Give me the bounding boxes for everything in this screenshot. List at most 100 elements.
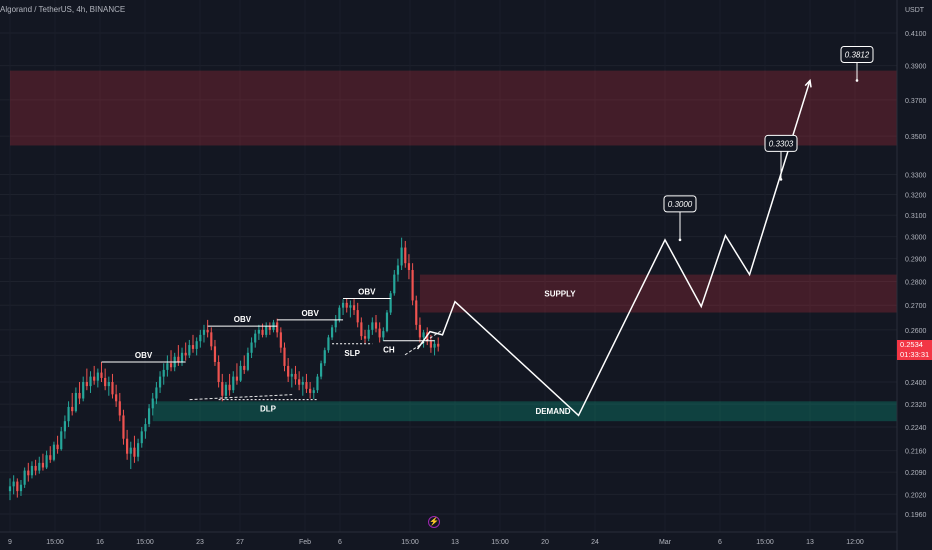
- candle-body: [418, 324, 422, 338]
- candle-body: [404, 247, 407, 264]
- candle-body: [89, 376, 92, 387]
- candle-body: [166, 363, 169, 370]
- candle-body: [360, 322, 363, 337]
- candle-body: [34, 465, 37, 471]
- candle-body: [301, 382, 304, 385]
- candle-body: [195, 341, 198, 349]
- candle-body: [115, 394, 118, 402]
- candle-body: [228, 384, 231, 391]
- candle-body: [169, 363, 173, 368]
- y-tick-label: 0.4100: [905, 31, 927, 38]
- candle-body: [137, 443, 140, 457]
- candle-body: [71, 406, 74, 412]
- candle-body: [382, 331, 385, 338]
- callout-label: 0.3000: [668, 200, 693, 209]
- callout-box: [764, 134, 798, 152]
- y-tick-label: 0.2320: [905, 402, 927, 409]
- x-tick-label: 13: [451, 539, 459, 546]
- callout-dot: [855, 79, 859, 82]
- level-label: OBV: [358, 288, 376, 297]
- candle-body: [155, 387, 158, 399]
- level-label: OBV: [135, 351, 153, 360]
- candle-body: [338, 307, 341, 320]
- candle-body: [111, 382, 114, 395]
- candle-body: [290, 373, 293, 377]
- candles-layer: [8, 237, 440, 501]
- candle-body: [49, 455, 52, 460]
- candle-body: [85, 382, 88, 387]
- y-tick-label: 0.3700: [905, 98, 927, 105]
- y-tick-label: 0.3200: [905, 193, 927, 200]
- x-tick-label: 6: [718, 539, 722, 546]
- candle-body: [27, 470, 30, 476]
- x-tick-label: 15:00: [46, 539, 64, 546]
- candle-body: [23, 470, 26, 485]
- candle-body: [221, 382, 224, 396]
- candle-body: [407, 263, 411, 271]
- callout-label: 0.3303: [769, 139, 794, 148]
- candle-body: [41, 462, 45, 468]
- annotations-layer: OBV OBV OBV OBV DLP SLP CH: [101, 288, 443, 414]
- candle-body: [129, 447, 132, 454]
- y-tick-label: 0.3100: [905, 213, 927, 220]
- candle-body: [261, 329, 264, 335]
- candle-body: [283, 347, 286, 366]
- candle-body: [327, 337, 330, 351]
- x-tick-label: 16: [96, 539, 104, 546]
- candle-body: [104, 377, 107, 387]
- candle-body: [158, 376, 162, 388]
- candle-body: [67, 406, 70, 422]
- candle-body: [298, 379, 301, 385]
- candle-body: [268, 326, 271, 330]
- candle-body: [210, 332, 213, 347]
- y-tick-label: 0.3000: [905, 235, 927, 242]
- candle-body: [426, 332, 429, 342]
- candle-body: [52, 444, 56, 460]
- level-label: CH: [383, 346, 395, 355]
- candle-body: [162, 369, 165, 377]
- candle-body: [199, 334, 202, 342]
- candle-body: [243, 365, 246, 370]
- candle-body: [56, 444, 59, 450]
- y-axis-unit: USDT: [905, 7, 925, 14]
- candle-body: [254, 333, 257, 343]
- candle-body: [305, 382, 308, 389]
- projection-path: [416, 80, 811, 417]
- y-tick-label: 0.2240: [905, 425, 927, 432]
- x-tick-label: 12:00: [846, 539, 864, 546]
- candle-body: [323, 350, 326, 364]
- callouts-layer: 0.3000 0.3303 0.3812: [663, 45, 874, 242]
- candle-body: [309, 388, 312, 393]
- candle-body: [8, 486, 12, 492]
- candle-body: [378, 328, 381, 338]
- candle-body: [411, 270, 414, 301]
- dashed-trendline: [404, 329, 443, 356]
- x-tick-label: 15:00: [756, 539, 774, 546]
- x-tick-label: 15:00: [491, 539, 509, 546]
- candle-body: [180, 352, 184, 362]
- candle-body: [312, 390, 315, 393]
- candle-body: [287, 365, 290, 377]
- candle-body: [202, 329, 206, 335]
- candle-body: [257, 329, 260, 334]
- candle-body: [82, 382, 85, 399]
- current-price-badge: 0.2534 01:33:31: [897, 340, 932, 360]
- candle-body: [265, 326, 268, 335]
- candle-body: [188, 345, 191, 356]
- candle-body: [38, 462, 41, 471]
- callout-dot: [678, 238, 682, 242]
- zone-rect: [152, 401, 898, 422]
- candle-body: [396, 265, 400, 275]
- lightning-icon[interactable]: ⚡: [428, 516, 440, 528]
- zone-rect: [10, 70, 897, 146]
- level-label: DLP: [260, 405, 277, 414]
- candle-body: [429, 341, 432, 348]
- candle-body: [400, 247, 403, 266]
- candle-body: [60, 431, 63, 450]
- candle-body: [433, 343, 436, 348]
- candle-body: [100, 372, 103, 378]
- candle-body: [224, 384, 228, 396]
- x-tick-label: Feb: [299, 539, 311, 546]
- bar-countdown: 01:33:31: [900, 349, 930, 359]
